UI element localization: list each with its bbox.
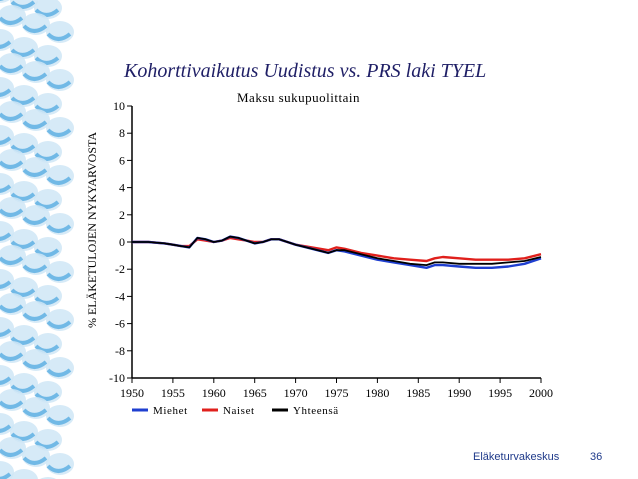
legend-label-naiset: Naiset xyxy=(223,405,255,417)
x-tick-label: 1975 xyxy=(325,386,349,400)
y-tick-label: -8 xyxy=(115,344,125,358)
decor-bubble-shade xyxy=(10,336,36,345)
decor-bubble-shade xyxy=(10,240,36,249)
decor-bubble-shade xyxy=(0,208,24,217)
y-tick-label: -6 xyxy=(115,317,125,331)
decor-bubble-shade xyxy=(0,328,12,337)
legend-label-miehet: Miehet xyxy=(153,405,188,417)
y-tick-label: 6 xyxy=(119,153,125,167)
chart-title: Maksu sukupuolittain xyxy=(237,90,360,105)
decor-bubble-shade xyxy=(46,320,72,329)
footer-organization: Eläketurvakeskus xyxy=(473,451,560,463)
slide-title: Kohorttivaikutus Uudistus vs. PRS laki T… xyxy=(124,60,487,82)
x-tick-label: 1990 xyxy=(447,386,471,400)
decor-bubble-shade xyxy=(0,232,12,241)
decor-bubble-shade xyxy=(0,136,12,145)
decor-bubble-shade xyxy=(34,296,60,305)
y-tick-label: 4 xyxy=(119,181,125,195)
decor-bubble-shade xyxy=(46,128,72,137)
decor-bubble-shade xyxy=(22,168,48,177)
decor-bubble-shade xyxy=(10,96,36,105)
y-tick-label: -4 xyxy=(115,289,125,303)
decor-bubble-shade xyxy=(10,432,36,441)
y-tick-label: 2 xyxy=(119,208,125,222)
decor-bubble-shade xyxy=(0,376,12,385)
x-tick-label: 1955 xyxy=(161,386,185,400)
decor-bubble-shade xyxy=(22,72,48,81)
decor-bubble-shade xyxy=(22,408,48,417)
decor-bubble-shade xyxy=(0,112,24,121)
decor-bubble-shade xyxy=(0,280,12,289)
decor-bubble xyxy=(0,0,10,3)
decor-bubble-shade xyxy=(22,216,48,225)
decor-bubble-shade xyxy=(34,200,60,209)
x-tick-label: 1950 xyxy=(120,386,144,400)
decor-bubble-shade xyxy=(22,24,48,33)
page-number: 36 xyxy=(590,451,603,463)
y-tick-label: 0 xyxy=(119,235,125,249)
decor-bubble-shade xyxy=(34,56,60,65)
decor-bubble-shade xyxy=(10,384,36,393)
decor-bubble-shade xyxy=(46,272,72,281)
legend-label-yhteensä: Yhteensä xyxy=(293,405,339,417)
decor-bubble-shade xyxy=(0,184,12,193)
y-tick-label: 8 xyxy=(119,126,125,140)
decor-bubble xyxy=(10,469,38,479)
series-line-yhteensä xyxy=(132,235,542,267)
decor-bubble-shade xyxy=(10,288,36,297)
decor-bubble-shade xyxy=(10,0,36,9)
x-tick-label: 1970 xyxy=(284,386,308,400)
x-tick-label: 2000 xyxy=(529,386,553,400)
decor-bubble-shade xyxy=(0,472,12,479)
decor-bubble-shade xyxy=(22,360,48,369)
decor-bubble-shade xyxy=(10,192,36,201)
x-tick-label: 1965 xyxy=(243,386,267,400)
decor-bubble-shade xyxy=(46,176,72,185)
decor-bubble-shade xyxy=(34,152,60,161)
decor-bubble-shade xyxy=(10,48,36,57)
decor-bubble-shade xyxy=(0,256,24,265)
decor-bubble-shade xyxy=(22,120,48,129)
y-tick-label: 10 xyxy=(113,99,125,113)
y-axis-label: % ELÄKETULOJEN NYKYARVOSTA xyxy=(85,132,99,328)
decor-bubble-shade xyxy=(34,392,60,401)
decor-bubble xyxy=(0,461,14,479)
decor-bubble-shade xyxy=(34,104,60,113)
decor-bubble-shade xyxy=(0,424,12,433)
y-tick-label: -2 xyxy=(115,262,125,276)
decor-bubble-shade xyxy=(34,440,60,449)
decor-bubble-shade xyxy=(0,400,24,409)
x-tick-label: 1995 xyxy=(488,386,512,400)
decor-bubble-shade xyxy=(0,304,24,313)
decor-bubble-shade xyxy=(0,160,24,169)
decor-bubble-shade xyxy=(22,456,48,465)
decor-bubble-shade xyxy=(0,88,12,97)
decor-bubble-shade xyxy=(46,464,72,473)
slide-decoration-bubbles xyxy=(0,0,74,479)
decor-bubble-shade xyxy=(22,312,48,321)
decor-bubble-shade xyxy=(0,40,12,49)
y-tick-label: -10 xyxy=(109,371,125,385)
decor-bubble-shade xyxy=(46,416,72,425)
decor-bubble-shade xyxy=(46,32,72,41)
decor-bubble-shade xyxy=(34,8,60,17)
decor-bubble-shade xyxy=(46,80,72,89)
decor-bubble-shade xyxy=(0,352,24,361)
decor-bubble-shade xyxy=(0,448,24,457)
x-tick-label: 1980 xyxy=(365,386,389,400)
x-tick-label: 1960 xyxy=(202,386,226,400)
decor-bubble-shade xyxy=(46,368,72,377)
decor-bubble-shade xyxy=(34,344,60,353)
decor-bubble-shade xyxy=(0,16,24,25)
decor-bubble-shade xyxy=(22,264,48,273)
decor-bubble-shade xyxy=(34,248,60,257)
decor-bubble-shade xyxy=(10,144,36,153)
decor-bubble-shade xyxy=(0,64,24,73)
decor-bubble-shade xyxy=(46,224,72,233)
x-tick-label: 1985 xyxy=(406,386,430,400)
